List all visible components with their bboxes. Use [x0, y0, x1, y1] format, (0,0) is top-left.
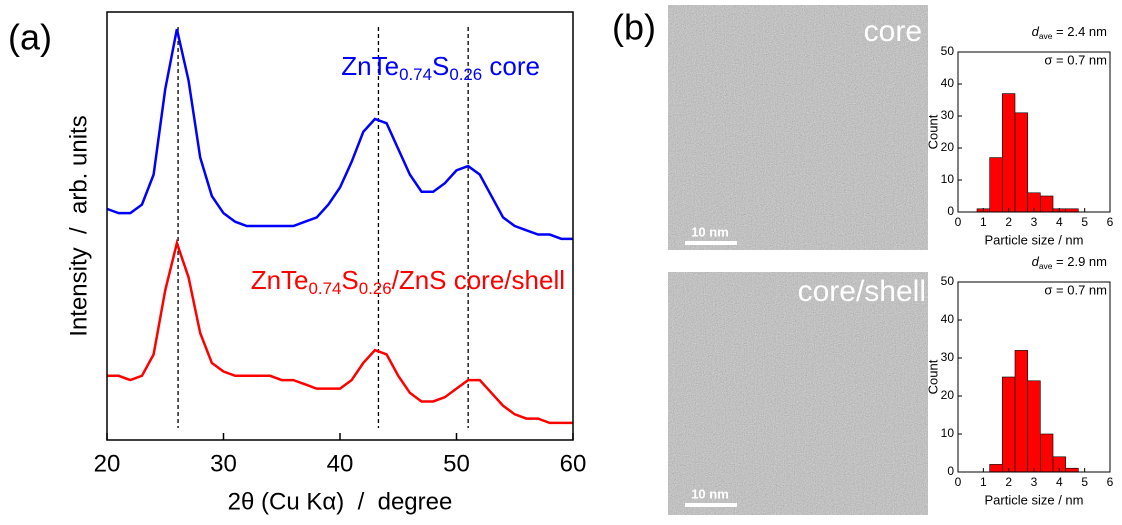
- label-part: 0.26: [449, 65, 482, 84]
- x-tick-label: 5: [1081, 475, 1088, 489]
- panel-label: (b): [612, 7, 656, 48]
- y-tick-label: 20: [941, 388, 955, 402]
- label: dave = 2.4 nm: [1032, 24, 1107, 41]
- label: ZnTe0.74S0.26/ZnS core/shell: [251, 265, 565, 298]
- x-tick-label: 1: [980, 475, 987, 489]
- x-axis-label: 2θ (Cu Kα) / degree: [228, 488, 453, 515]
- label-part: S: [341, 265, 358, 295]
- label-part: /ZnS core/shell: [392, 265, 565, 295]
- bar: [1027, 380, 1041, 473]
- y-tick-label: 30: [941, 108, 955, 122]
- plot-frame: [957, 51, 1111, 213]
- bar: [1014, 112, 1028, 213]
- y-tick-label: 50: [941, 44, 955, 58]
- y-tick-label: 40: [941, 312, 955, 326]
- panel-label: (a): [8, 17, 52, 58]
- label-part: ave: [1039, 31, 1053, 41]
- image-tint: [668, 5, 928, 250]
- bar: [1002, 93, 1016, 213]
- tem-image: core 10 nm: [668, 5, 928, 250]
- label-part: ZnTe: [251, 265, 309, 295]
- x-tick-label: 2: [1005, 475, 1012, 489]
- scale-bar-label: 10 nm: [691, 486, 729, 501]
- bar: [989, 157, 1003, 213]
- scale-bar: [685, 241, 737, 245]
- label-part: = 2.9 nm: [1052, 254, 1107, 269]
- y-tick-label: 20: [941, 140, 955, 154]
- x-tick-label: 30: [210, 450, 237, 477]
- y-axis-label: Count: [925, 359, 940, 394]
- image-tint: [668, 272, 928, 515]
- image-texture: [668, 5, 928, 250]
- x-tick-label: 4: [1056, 475, 1063, 489]
- label-part: = 2.4 nm: [1052, 24, 1107, 39]
- label: ZnTe0.74S0.26 core: [341, 51, 540, 84]
- label-part: 0.26: [359, 279, 392, 298]
- y-tick-label: 0: [947, 204, 954, 218]
- label-part: ave: [1039, 261, 1053, 271]
- x-tick-label: 40: [327, 450, 354, 477]
- label-part: 0.74: [399, 65, 432, 84]
- bar: [1040, 195, 1054, 213]
- label-part: core: [482, 51, 540, 81]
- y-tick-label: 40: [941, 76, 955, 90]
- y-tick-label: 10: [941, 172, 955, 186]
- y-tick-label: 50: [941, 274, 955, 288]
- bar: [1014, 350, 1028, 473]
- y-tick-label: 30: [941, 350, 955, 364]
- label-part: ZnTe: [341, 51, 399, 81]
- label-part: 0.74: [309, 279, 342, 298]
- y-axis-label: Intensity / arb. units: [65, 115, 92, 336]
- y-tick-label: 0: [947, 464, 954, 478]
- x-tick-label: 2: [1005, 215, 1012, 229]
- image-label: core: [864, 15, 922, 48]
- x-tick-label: 20: [94, 450, 121, 477]
- sd-label: σ = 0.7 nm: [1044, 52, 1107, 67]
- image-label: core/shell: [798, 275, 926, 308]
- y-axis-label: Count: [925, 114, 940, 149]
- bar: [1040, 433, 1054, 473]
- x-tick-label: 6: [1107, 215, 1114, 229]
- label-part: d: [1032, 254, 1040, 269]
- sd-label: σ = 0.7 nm: [1044, 282, 1107, 297]
- x-tick-label: 5: [1081, 215, 1088, 229]
- bar: [1002, 376, 1016, 473]
- x-tick-label: 4: [1056, 215, 1063, 229]
- x-tick-label: 0: [955, 215, 962, 229]
- label-part: d: [1032, 24, 1040, 39]
- label: dave = 2.9 nm: [1032, 254, 1107, 271]
- data-line: [107, 238, 573, 425]
- x-tick-label: 60: [560, 450, 587, 477]
- x-axis-label: Particle size / nm: [985, 232, 1084, 247]
- label-part: S: [432, 51, 449, 81]
- x-tick-label: 6: [1107, 475, 1114, 489]
- data-line: [106, 28, 573, 241]
- x-tick-label: 3: [1031, 215, 1038, 229]
- x-tick-label: 0: [955, 475, 962, 489]
- scale-bar: [685, 503, 737, 507]
- tem-image: core/shell 10 nm: [668, 272, 928, 515]
- x-tick-label: 1: [980, 215, 987, 229]
- x-axis-label: Particle size / nm: [985, 492, 1084, 507]
- scale-bar-label: 10 nm: [691, 224, 729, 239]
- x-tick-label: 3: [1031, 475, 1038, 489]
- image-texture: [668, 272, 928, 515]
- y-tick-label: 10: [941, 426, 955, 440]
- bar: [989, 464, 1003, 473]
- x-tick-label: 50: [443, 450, 470, 477]
- bar: [1065, 467, 1079, 473]
